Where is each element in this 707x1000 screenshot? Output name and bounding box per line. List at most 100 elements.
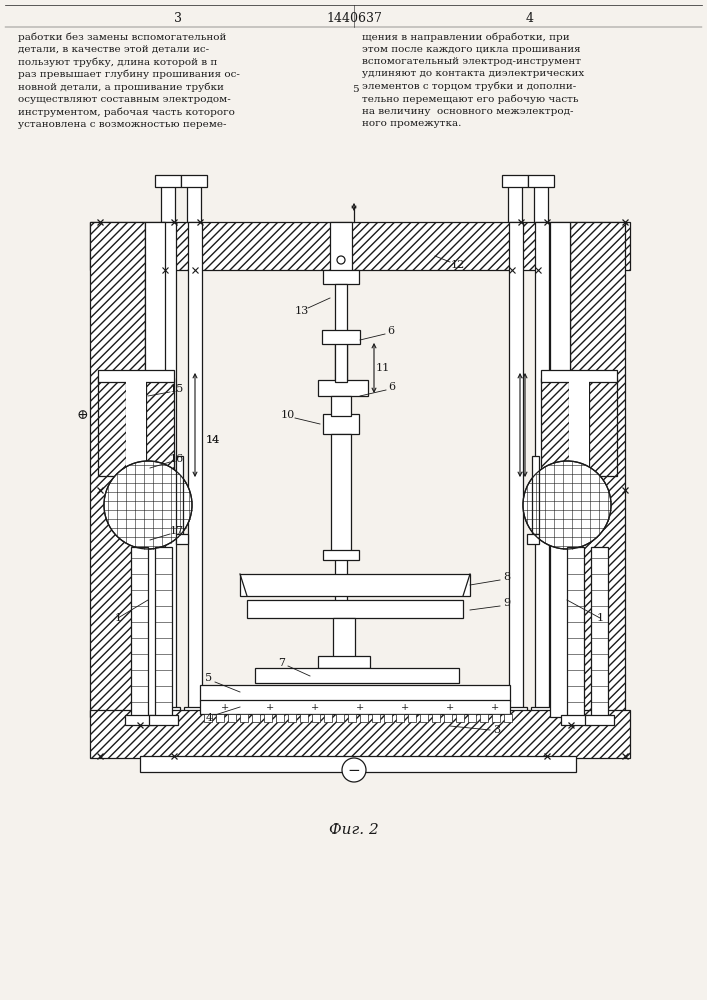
Text: 17: 17 [170, 526, 184, 536]
Bar [155, 547, 172, 717]
Bar [567, 547, 584, 717]
Bar [335, 554, 347, 654]
Bar [155, 175, 181, 187]
Circle shape [342, 758, 366, 782]
Circle shape [523, 461, 611, 549]
Bar [247, 600, 463, 618]
Text: 14: 14 [206, 435, 220, 445]
Bar [535, 222, 549, 712]
Bar [322, 330, 360, 344]
Bar [591, 547, 608, 717]
Text: 3: 3 [493, 725, 501, 735]
Text: +: + [311, 702, 319, 712]
Bar [323, 414, 359, 434]
Text: 6: 6 [388, 382, 395, 392]
Bar [541, 378, 569, 476]
Bar [252, 714, 260, 722]
Bar [324, 714, 332, 722]
Text: 1: 1 [115, 613, 122, 623]
Text: 4: 4 [206, 713, 213, 723]
Text: ⊕: ⊕ [76, 408, 88, 422]
Text: 16: 16 [170, 454, 184, 464]
Bar [90, 222, 145, 717]
Bar [330, 222, 352, 272]
Bar [331, 434, 351, 554]
Bar [188, 222, 202, 712]
Bar [468, 714, 476, 722]
Bar [509, 222, 523, 712]
Text: 1440637: 1440637 [326, 11, 382, 24]
Bar [318, 656, 370, 668]
Bar [255, 668, 459, 683]
Bar [264, 714, 272, 722]
Bar [323, 550, 359, 560]
Bar [176, 456, 183, 534]
Circle shape [104, 461, 192, 549]
Bar [312, 714, 320, 722]
Bar [444, 714, 452, 722]
Text: 4: 4 [526, 11, 534, 24]
Bar [492, 714, 500, 722]
Text: +: + [266, 702, 274, 712]
Bar [288, 714, 296, 722]
Bar [90, 710, 630, 758]
Bar [176, 534, 188, 544]
Text: −: − [348, 764, 361, 778]
Bar [240, 714, 248, 722]
Bar [502, 175, 528, 187]
Bar [90, 222, 630, 270]
Bar [98, 378, 126, 476]
Bar [480, 714, 488, 722]
Bar [527, 534, 539, 544]
Bar [396, 714, 404, 722]
Bar [98, 370, 174, 382]
Bar [240, 574, 470, 596]
Text: 10: 10 [281, 410, 295, 420]
Bar [276, 714, 284, 722]
Text: 14: 14 [206, 435, 220, 445]
Circle shape [337, 256, 345, 264]
Text: 8: 8 [503, 572, 510, 582]
Text: работки без замены вспомогательной
детали, в качестве этой детали ис-
пользуют т: работки без замены вспомогательной детал… [18, 32, 240, 129]
Bar [187, 185, 201, 222]
Bar [456, 714, 464, 722]
Text: щения в направлении обработки, при
этом после каждого цикла прошивания
вспомогат: щения в направлении обработки, при этом … [362, 32, 584, 128]
Bar [200, 685, 510, 701]
Bar [505, 707, 527, 715]
Bar [570, 222, 625, 717]
Bar [145, 222, 165, 717]
Text: 5: 5 [351, 86, 358, 95]
Text: 5: 5 [206, 673, 213, 683]
Bar [125, 715, 154, 725]
Bar [550, 222, 570, 717]
Bar [589, 378, 617, 476]
Bar [531, 707, 553, 715]
Bar [561, 715, 590, 725]
Bar [228, 714, 236, 722]
Bar [432, 714, 440, 722]
Bar [541, 370, 617, 382]
Bar [200, 700, 510, 714]
Text: 1: 1 [597, 613, 604, 623]
Text: +: + [491, 702, 499, 712]
Bar [528, 175, 554, 187]
Bar [161, 185, 175, 222]
Bar [318, 380, 368, 396]
Text: 6: 6 [387, 326, 395, 336]
Bar [300, 714, 308, 722]
Bar [585, 715, 614, 725]
Bar [534, 185, 548, 222]
Bar [348, 714, 356, 722]
Bar [184, 707, 206, 715]
Bar [384, 714, 392, 722]
Text: 15: 15 [170, 384, 184, 394]
Bar [335, 340, 347, 382]
Bar [508, 185, 522, 222]
Bar [181, 175, 207, 187]
Bar [162, 222, 176, 712]
Bar [146, 378, 174, 476]
Bar [333, 618, 355, 660]
Text: +: + [401, 702, 409, 712]
Bar [331, 396, 351, 416]
Bar [131, 547, 148, 717]
